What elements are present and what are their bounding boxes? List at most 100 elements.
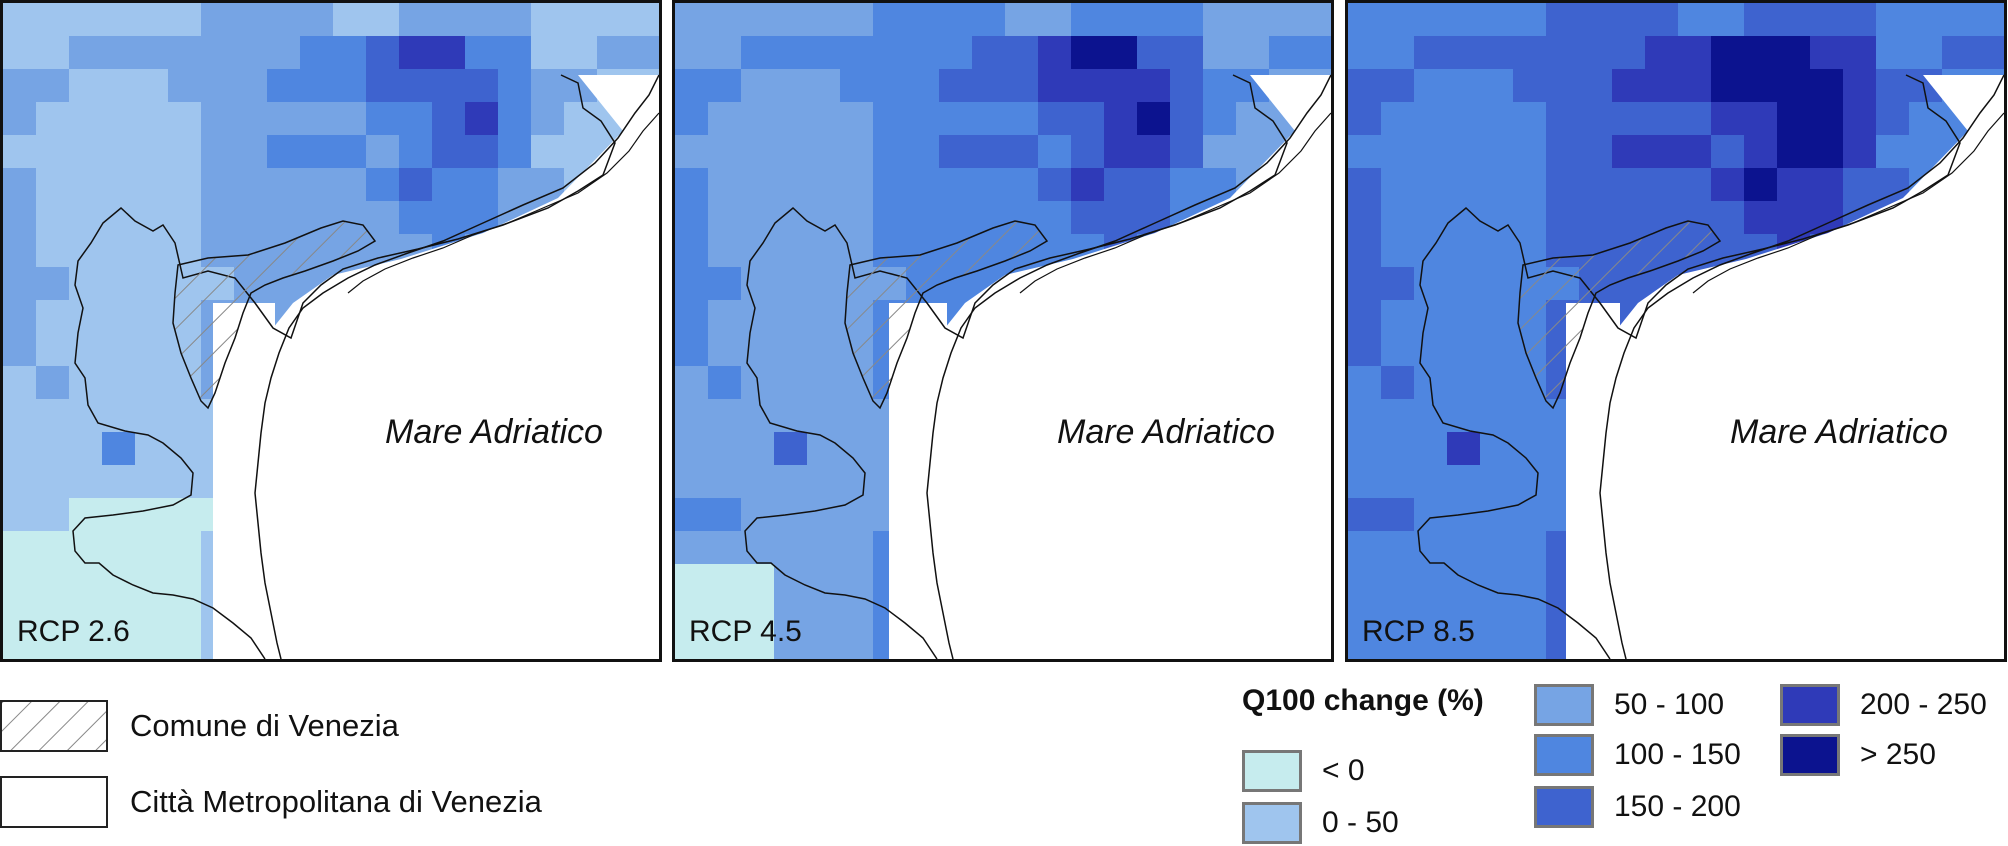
grid-cell	[1203, 102, 1237, 136]
grid-cell	[1447, 432, 1481, 466]
grid-cell	[708, 168, 742, 202]
grid-cell	[807, 267, 841, 301]
grid-cell	[69, 300, 103, 334]
grid-cell	[741, 399, 775, 433]
grid-cell	[741, 465, 775, 499]
grid-cell	[807, 333, 841, 367]
grid-cell	[36, 432, 70, 466]
grid-cell	[1414, 399, 1448, 433]
grid-cell	[1876, 36, 1910, 70]
grid-cell	[135, 69, 169, 103]
grid-cell	[531, 135, 565, 169]
grid-cell	[840, 69, 874, 103]
grid-cell	[1038, 168, 1072, 202]
grid-cell	[1038, 36, 1072, 70]
grid-cell	[168, 102, 202, 136]
grid-cell	[3, 300, 37, 334]
grid-cell	[1348, 267, 1382, 301]
grid-cell	[1546, 102, 1580, 136]
grid-cell	[135, 630, 169, 659]
grid-cell	[333, 36, 367, 70]
grid-cell	[267, 201, 301, 235]
grid-cell	[1302, 36, 1331, 70]
grid-cell	[168, 564, 202, 598]
grid-cell	[1579, 69, 1613, 103]
hatched-swatch-icon	[0, 700, 108, 752]
grid-cell	[741, 135, 775, 169]
grid-cell	[1170, 102, 1204, 136]
grid-cell	[102, 597, 136, 631]
grid-cell	[399, 102, 433, 136]
grid-cell	[1711, 36, 1745, 70]
grid-cell	[135, 465, 169, 499]
grid-cell	[1414, 597, 1448, 631]
color-swatch-icon	[1534, 684, 1594, 726]
class-label: 150 - 200	[1614, 790, 1741, 823]
grid-cell	[201, 201, 235, 235]
grid-cell	[465, 168, 499, 202]
grid-cell	[807, 531, 841, 565]
grid-cell	[1711, 201, 1745, 235]
grid-cell	[102, 399, 136, 433]
grid-cell	[102, 135, 136, 169]
grid-cell	[873, 168, 907, 202]
grid-cell	[1810, 3, 1844, 37]
grid-cell	[1810, 168, 1844, 202]
grid-cell	[708, 531, 742, 565]
grid-cell	[807, 597, 841, 631]
grid-cell	[1810, 36, 1844, 70]
grid-cell	[774, 630, 808, 659]
grid-cell	[972, 102, 1006, 136]
grid-cell	[708, 333, 742, 367]
grid-cell	[1414, 168, 1448, 202]
grid-cell	[807, 366, 841, 400]
grid-cell	[1744, 168, 1778, 202]
grid-cell	[465, 69, 499, 103]
grid-cell	[741, 333, 775, 367]
grid-cell	[36, 135, 70, 169]
grid-cell	[69, 333, 103, 367]
grid-cell	[1480, 333, 1514, 367]
grid-cell	[300, 36, 334, 70]
grid-cell	[741, 3, 775, 37]
grid-cell	[1038, 135, 1072, 169]
grid-cell	[69, 564, 103, 598]
grid-cell	[267, 102, 301, 136]
grid-cell	[366, 3, 400, 37]
grid-cell	[873, 69, 907, 103]
grid-cell	[1975, 36, 2004, 70]
grid-cell	[1203, 135, 1237, 169]
grid-cell	[1744, 69, 1778, 103]
grid-cell	[1513, 432, 1547, 466]
grid-cell	[69, 36, 103, 70]
grid-cell	[3, 564, 37, 598]
grid-cell	[741, 267, 775, 301]
grid-cell	[807, 300, 841, 334]
grid-cell	[840, 168, 874, 202]
grid-cell	[3, 333, 37, 367]
grid-cell	[807, 630, 841, 659]
grid-cell	[135, 399, 169, 433]
grid-cell	[1744, 3, 1778, 37]
grid-cell	[1137, 69, 1171, 103]
grid-cell	[36, 333, 70, 367]
grid-cell	[201, 168, 235, 202]
grid-cell	[807, 36, 841, 70]
grid-cell	[1348, 333, 1382, 367]
grid-cell	[708, 201, 742, 235]
grid-cell	[1104, 201, 1138, 235]
grid-cell	[1579, 3, 1613, 37]
grid-cell	[1203, 168, 1237, 202]
grid-cell	[1876, 3, 1910, 37]
grid-cell	[807, 201, 841, 235]
grid-cell	[1381, 399, 1415, 433]
grid-cell	[1381, 333, 1415, 367]
grid-cell	[1843, 3, 1877, 37]
grid-cell	[399, 3, 433, 37]
grid-cell	[1414, 432, 1448, 466]
grid-cell	[1447, 465, 1481, 499]
grid-cell	[1612, 135, 1646, 169]
grid-cell	[774, 201, 808, 235]
grid-cell	[1447, 597, 1481, 631]
grid-cell	[267, 3, 301, 37]
